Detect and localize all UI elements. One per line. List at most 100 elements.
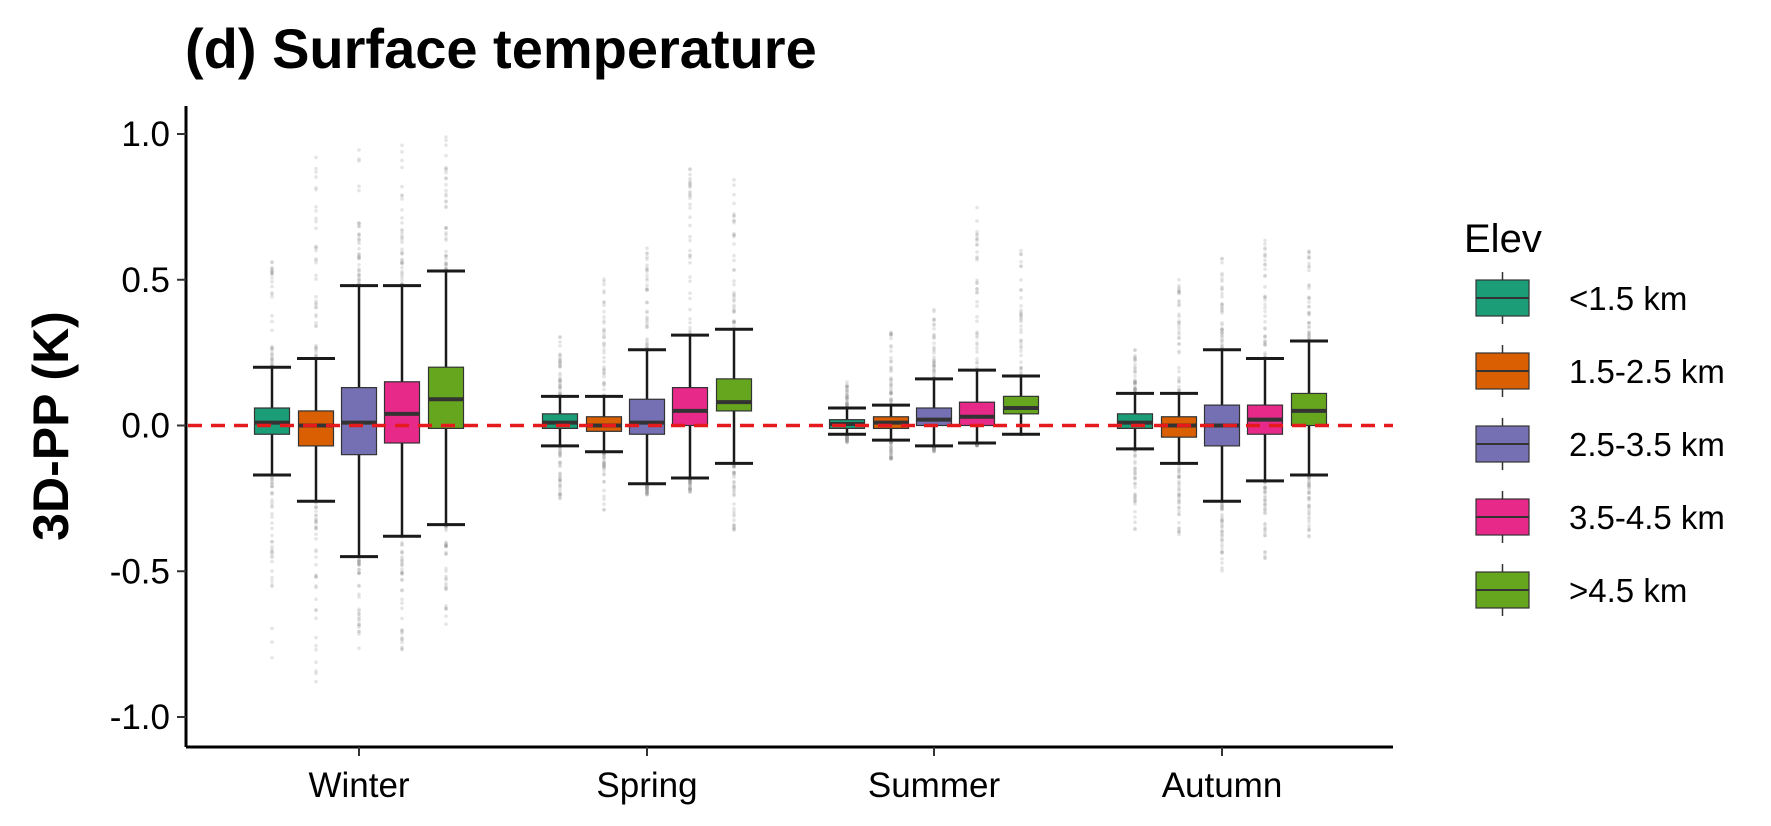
outlier-point: [270, 328, 274, 332]
outlier-point: [1019, 296, 1023, 300]
outlier-point: [1263, 529, 1267, 533]
outlier-point: [1263, 306, 1267, 310]
outlier-point: [1263, 258, 1267, 262]
outlier-point: [1220, 334, 1224, 338]
outlier-point: [400, 601, 404, 605]
outlier-point: [314, 306, 318, 310]
outlier-point: [1177, 370, 1181, 374]
outlier-point: [1177, 468, 1181, 472]
outlier-point: [314, 277, 318, 281]
outlier-point: [270, 627, 274, 631]
outlier-point: [732, 502, 736, 506]
outlier-point: [645, 255, 649, 259]
outlier-point: [1220, 515, 1224, 519]
outlier-point: [1220, 551, 1224, 555]
outlier-point: [400, 247, 404, 251]
outlier-point: [932, 368, 936, 372]
y-tick-label: 0.5: [121, 261, 170, 300]
outlier-point: [314, 324, 318, 328]
outlier-point: [932, 327, 936, 331]
outlier-point: [688, 487, 692, 491]
outlier-point: [357, 568, 361, 572]
outlier-point: [1263, 320, 1267, 324]
outlier-point: [400, 252, 404, 256]
outlier-point: [1220, 287, 1224, 291]
outlier-point: [270, 551, 274, 555]
outlier-point: [602, 368, 606, 372]
outlier-point: [1263, 254, 1267, 258]
box-summer: [828, 380, 866, 444]
outlier-point: [688, 173, 692, 177]
outlier-point: [314, 220, 318, 224]
outlier-point: [732, 291, 736, 295]
outlier-point: [1263, 294, 1267, 298]
outlier-point: [1019, 366, 1023, 370]
outlier-point: [400, 638, 404, 642]
outlier-point: [1263, 522, 1267, 526]
outlier-point: [444, 607, 448, 611]
outlier-point: [1220, 323, 1224, 327]
outlier-point: [444, 139, 448, 143]
outlier-point: [314, 217, 318, 221]
outlier-point: [932, 336, 936, 340]
outlier-point: [270, 521, 274, 525]
outlier-point: [314, 660, 318, 664]
outlier-point: [602, 351, 606, 355]
outlier-point: [400, 606, 404, 610]
outlier-point: [602, 283, 606, 287]
outlier-point: [1133, 473, 1137, 477]
outlier-point: [270, 291, 274, 295]
outlier-point: [1177, 342, 1181, 346]
outlier-point: [270, 527, 274, 531]
outlier-point: [1133, 528, 1137, 532]
outlier-point: [1133, 477, 1137, 481]
outlier-point: [732, 305, 736, 309]
outlier-point: [1177, 278, 1181, 282]
outlier-point: [889, 397, 893, 401]
outlier-point: [314, 509, 318, 513]
outlier-point: [688, 279, 692, 283]
outlier-point: [1307, 482, 1311, 486]
outlier-point: [357, 148, 361, 152]
outlier-point: [1220, 328, 1224, 332]
outlier-point: [1220, 525, 1224, 529]
outlier-point: [1307, 321, 1311, 325]
legend-item: <1.5 km: [1476, 272, 1687, 324]
outlier-point: [357, 632, 361, 636]
outlier-point: [1019, 360, 1023, 364]
outlier-point: [732, 472, 736, 476]
outlier-point: [400, 597, 404, 601]
outlier-point: [314, 274, 318, 278]
outlier-point: [1177, 366, 1181, 370]
box-spring: [585, 277, 623, 511]
outlier-point: [975, 304, 979, 308]
outlier-point: [314, 513, 318, 517]
outlier-point: [1133, 485, 1137, 489]
outlier-point: [444, 226, 448, 230]
legend-label: 3.5-4.5 km: [1569, 499, 1725, 536]
outlier-point: [270, 314, 274, 318]
outlier-point: [444, 189, 448, 193]
iqr-box: [673, 388, 708, 426]
outlier-point: [975, 255, 979, 259]
outlier-point: [1177, 493, 1181, 497]
outlier-point: [270, 576, 274, 580]
outlier-point: [1263, 496, 1267, 500]
outlier-point: [1220, 339, 1224, 343]
outlier-point: [400, 564, 404, 568]
iqr-box: [1004, 396, 1039, 413]
outlier-point: [732, 518, 736, 522]
outlier-point: [314, 209, 318, 213]
outlier-point: [1307, 524, 1311, 528]
outlier-point: [558, 372, 562, 376]
outlier-point: [400, 208, 404, 212]
outlier-point: [357, 239, 361, 243]
outlier-point: [932, 347, 936, 351]
outlier-point: [400, 143, 404, 147]
outlier-point: [732, 510, 736, 514]
outlier-point: [444, 194, 448, 198]
outlier-point: [314, 548, 318, 552]
legend-label: 2.5-3.5 km: [1569, 426, 1725, 463]
outlier-point: [602, 301, 606, 305]
